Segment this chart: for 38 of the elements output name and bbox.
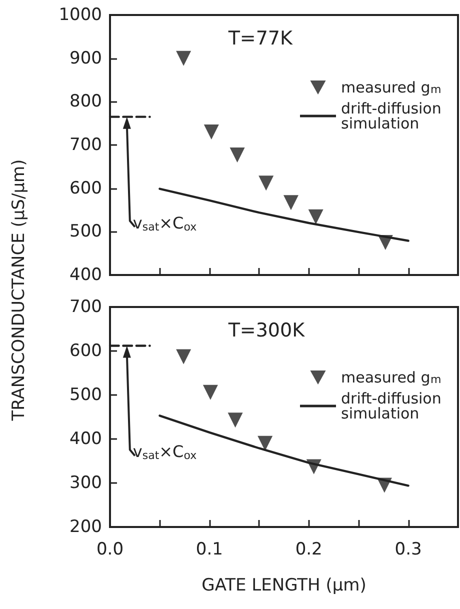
point bbox=[258, 176, 274, 191]
point bbox=[176, 50, 192, 66]
y-tick-label: 700 bbox=[70, 135, 102, 155]
legend-label: drift-diffusion simulation bbox=[341, 100, 446, 132]
point bbox=[378, 235, 393, 250]
y-tick-label: 900 bbox=[70, 48, 102, 68]
y-tick-label: 1000 bbox=[58, 5, 102, 25]
x-axis-title: GATE LENGTH (μm) bbox=[202, 576, 366, 596]
point bbox=[228, 412, 243, 428]
y-tick-label: 300 bbox=[70, 473, 102, 493]
point bbox=[202, 384, 218, 400]
legend-label: measured gm bbox=[341, 368, 442, 386]
point bbox=[306, 459, 322, 474]
annotation: T=300K bbox=[227, 320, 306, 342]
legend-label: measured gm bbox=[341, 78, 442, 96]
point bbox=[283, 195, 298, 210]
y-tick-label: 500 bbox=[70, 385, 102, 405]
y-tick-label: 400 bbox=[70, 429, 102, 449]
y-tick-label: 500 bbox=[70, 222, 102, 242]
point bbox=[258, 436, 273, 451]
x-tick-label: 0.3 bbox=[394, 540, 422, 560]
x-tick-label: 0.2 bbox=[295, 540, 322, 560]
y-tick-label: 600 bbox=[70, 341, 102, 361]
legend-label: drift-diffusion simulation bbox=[341, 390, 446, 422]
x-tick-label: 0.0 bbox=[96, 540, 124, 560]
y-tick-label: 800 bbox=[70, 92, 102, 112]
point bbox=[176, 349, 192, 364]
y-tick-label: 600 bbox=[70, 178, 102, 198]
y-tick-label: 700 bbox=[70, 297, 102, 317]
y-axis-title: TRANSCONDUCTANCE (μS/μm) bbox=[9, 159, 29, 421]
point bbox=[376, 478, 392, 493]
point bbox=[230, 147, 245, 162]
y-tick-label: 400 bbox=[70, 265, 102, 285]
annotation: T=77K bbox=[227, 28, 294, 50]
x-tick-label: 0.1 bbox=[196, 540, 223, 560]
point bbox=[308, 209, 324, 224]
y-tick-label: 200 bbox=[70, 517, 102, 537]
point bbox=[204, 124, 219, 140]
